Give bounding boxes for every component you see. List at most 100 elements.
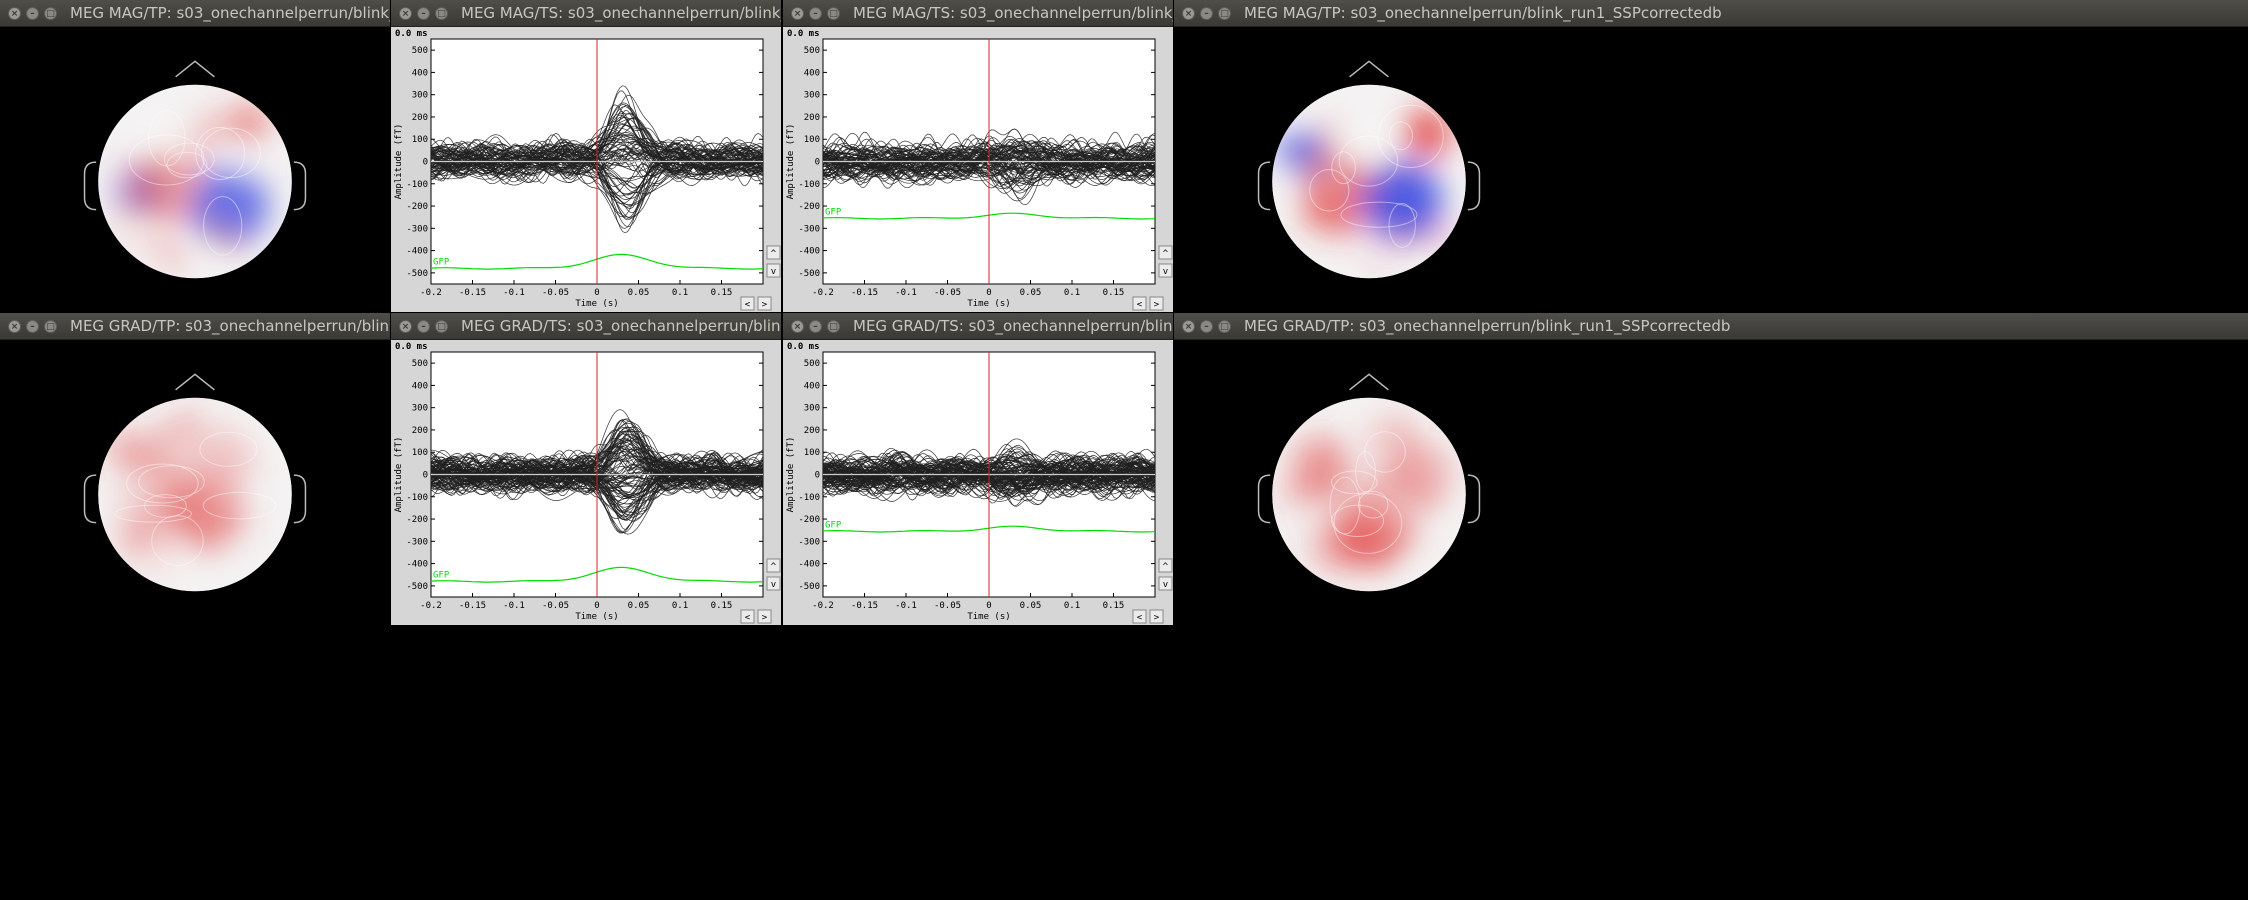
topography-view[interactable] — [0, 340, 390, 625]
right-ear-icon — [1467, 161, 1481, 211]
scroll-down-button[interactable]: v — [766, 263, 781, 278]
x-tick-label: 0.05 — [1020, 601, 1042, 611]
topomap-canvas[interactable] — [1174, 27, 2248, 312]
close-icon[interactable]: × — [399, 6, 412, 20]
minimize-icon[interactable]: – — [1200, 319, 1213, 333]
close-icon[interactable]: × — [1182, 6, 1195, 20]
y-tick-label: 400 — [804, 381, 820, 391]
scroll-down-button[interactable]: v — [1158, 263, 1173, 278]
y-tick-label: -200 — [798, 515, 820, 525]
close-icon[interactable]: × — [791, 6, 804, 20]
window-mag-tp2[interactable]: × – □ MEG MAG/TP: s03_onechannelperrun/blin… — [1174, 0, 2248, 312]
x-tick-label: -0.1 — [895, 288, 917, 298]
scroll-down-button[interactable]: v — [766, 576, 781, 591]
topomap-canvas[interactable] — [0, 27, 390, 312]
close-icon[interactable]: × — [1182, 319, 1195, 333]
window-title: MEG GRAD/TP: s03_onechannelperrun/blink_… — [1244, 317, 1731, 335]
window-titlebar[interactable]: × – □ MEG MAG/TS: s03_onechannelperrun/blin… — [783, 0, 1173, 27]
x-tick-label: 0.05 — [628, 601, 650, 611]
close-icon[interactable]: × — [399, 319, 412, 333]
scroll-right-button[interactable]: > — [1149, 609, 1164, 624]
timeseries-canvas[interactable]: 0.0 ms 500 400 300 200 100 0 -100 -200 -300 -400 -5… — [391, 27, 781, 312]
scroll-up-button[interactable]: ^ — [1158, 558, 1173, 573]
topography-view[interactable] — [0, 27, 390, 312]
window-grad-tp2[interactable]: × – □ MEG GRAD/TP: s03_onechannelperrun/bli… — [1174, 313, 2248, 625]
scroll-right-button[interactable]: > — [757, 296, 772, 311]
minimize-icon[interactable]: – — [809, 6, 822, 20]
y-axis-label: Amplitude (fT) — [394, 437, 404, 513]
minimize-icon[interactable]: – — [26, 6, 39, 20]
x-tick-label: -0.2 — [420, 601, 442, 611]
topography-view[interactable] — [1174, 340, 2248, 625]
x-tick-label: 0.1 — [672, 288, 688, 298]
gfp-label: GFP — [433, 257, 450, 267]
maximize-icon[interactable]: □ — [827, 319, 840, 333]
minimize-icon[interactable]: – — [26, 319, 39, 333]
close-icon[interactable]: × — [8, 319, 21, 333]
maximize-icon[interactable]: □ — [435, 319, 448, 333]
svg-text:v: v — [1163, 580, 1168, 590]
window-titlebar[interactable]: × – □ MEG GRAD/TS: s03_onechannelperrun/bli… — [783, 313, 1173, 340]
window-titlebar[interactable]: × – □ MEG GRAD/TS: s03_onechannelperrun/bli… — [391, 313, 781, 340]
scroll-up-button[interactable]: ^ — [766, 558, 781, 573]
y-tick-label: 200 — [412, 426, 428, 436]
timeseries-canvas[interactable]: 0.0 ms 500 400 300 200 100 0 -100 -200 -300 -400 -5… — [783, 27, 1173, 312]
x-tick-label: -0.15 — [851, 601, 878, 611]
scroll-left-button[interactable]: < — [1132, 609, 1147, 624]
y-tick-label: 0 — [423, 471, 428, 481]
svg-text:>: > — [762, 300, 768, 310]
scroll-left-button[interactable]: < — [1132, 296, 1147, 311]
maximize-icon[interactable]: □ — [827, 6, 840, 20]
timeseries-canvas[interactable]: 0.0 ms 500 400 300 200 100 0 -100 -200 -300 -400 -5… — [391, 340, 781, 625]
scroll-right-button[interactable]: > — [1149, 296, 1164, 311]
window-titlebar[interactable]: × – □ MEG MAG/TP: s03_onechannelperrun/blin… — [1174, 0, 2248, 27]
window-titlebar[interactable]: × – □ MEG MAG/TS: s03_onechannelperrun/blin… — [391, 0, 781, 27]
timeseries-view[interactable]: 0.0 ms 500 400 300 200 100 0 -100 -200 -300 -400 -5… — [783, 340, 1173, 625]
window-grad-tp[interactable]: × – □ MEG GRAD/TP: s03_onechannelperrun/bli… — [0, 313, 390, 625]
timeseries-view[interactable]: 0.0 ms 500 400 300 200 100 0 -100 -200 -300 -400 -5… — [391, 27, 781, 312]
svg-text:<: < — [745, 613, 751, 623]
timeseries-view[interactable]: 0.0 ms 500 400 300 200 100 0 -100 -200 -300 -400 -5… — [391, 340, 781, 625]
scroll-up-button[interactable]: ^ — [1158, 245, 1173, 260]
window-grad-ts2[interactable]: × – □ MEG GRAD/TS: s03_onechannelperrun/bli… — [783, 313, 1173, 625]
y-tick-label: -300 — [798, 537, 820, 547]
window-mag-ts2[interactable]: × – □ MEG MAG/TS: s03_onechannelperrun/blin… — [783, 0, 1173, 312]
timeseries-view[interactable]: 0.0 ms 500 400 300 200 100 0 -100 -200 -300 -400 -5… — [783, 27, 1173, 312]
y-tick-label: -100 — [406, 180, 428, 190]
svg-text:>: > — [1154, 300, 1160, 310]
topography-view[interactable] — [1174, 27, 2248, 312]
scroll-left-button[interactable]: < — [740, 609, 755, 624]
minimize-icon[interactable]: – — [1200, 6, 1213, 20]
maximize-icon[interactable]: □ — [44, 319, 57, 333]
scroll-left-button[interactable]: < — [740, 296, 755, 311]
scroll-right-button[interactable]: > — [757, 609, 772, 624]
x-tick-label: -0.1 — [503, 288, 525, 298]
svg-text:^: ^ — [1163, 562, 1169, 572]
maximize-icon[interactable]: □ — [1218, 319, 1231, 333]
close-icon[interactable]: × — [8, 6, 21, 20]
minimize-icon[interactable]: – — [809, 319, 822, 333]
y-tick-label: 500 — [804, 359, 820, 369]
maximize-icon[interactable]: □ — [44, 6, 57, 20]
timeseries-canvas[interactable]: 0.0 ms 500 400 300 200 100 0 -100 -200 -300 -400 -5… — [783, 340, 1173, 625]
maximize-icon[interactable]: □ — [435, 6, 448, 20]
close-icon[interactable]: × — [791, 319, 804, 333]
minimize-icon[interactable]: – — [417, 319, 430, 333]
topomap — [83, 373, 307, 592]
window-titlebar[interactable]: × – □ MEG GRAD/TP: s03_onechannelperrun/bli… — [0, 313, 390, 340]
scroll-down-button[interactable]: v — [1158, 576, 1173, 591]
maximize-icon[interactable]: □ — [1218, 6, 1231, 20]
minimize-icon[interactable]: – — [417, 6, 430, 20]
topomap-canvas[interactable] — [0, 340, 390, 625]
window-mag-tp[interactable]: × – □ MEG MAG/TP: s03_onechannelperrun/blin… — [0, 0, 390, 312]
right-ear-icon — [293, 474, 307, 524]
window-mag-ts1[interactable]: × – □ MEG MAG/TS: s03_onechannelperrun/blin… — [391, 0, 781, 312]
window-titlebar[interactable]: × – □ MEG MAG/TP: s03_onechannelperrun/blin… — [0, 0, 390, 27]
window-grad-ts1[interactable]: × – □ MEG GRAD/TS: s03_onechannelperrun/bli… — [391, 313, 781, 625]
scroll-up-button[interactable]: ^ — [766, 245, 781, 260]
window-title: MEG MAG/TS: s03_onechannelperrun/blink_r… — [461, 4, 781, 22]
topomap-canvas[interactable] — [1174, 340, 2248, 625]
y-tick-label: -100 — [798, 180, 820, 190]
right-ear-icon — [1467, 474, 1481, 524]
window-titlebar[interactable]: × – □ MEG GRAD/TP: s03_onechannelperrun/bli… — [1174, 313, 2248, 340]
